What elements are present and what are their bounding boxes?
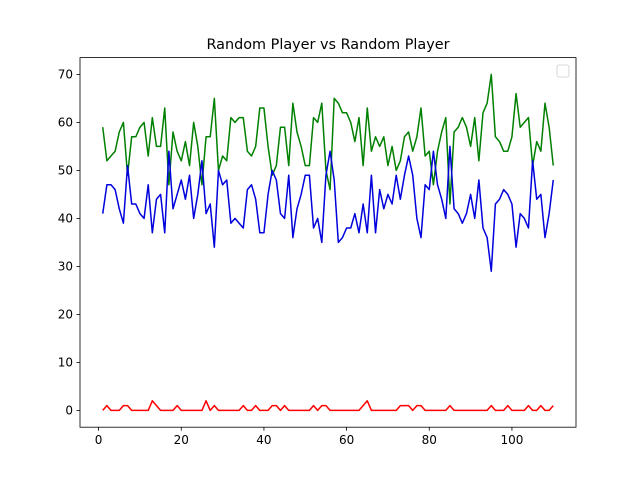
axes-layer: 0 20 40 60 80 100 0 10 20 30 40 50 60 70 [58, 68, 524, 448]
y-tick-label: 50 [58, 164, 73, 178]
y-tick-label: 10 [58, 356, 73, 370]
y-tick-label: 0 [65, 404, 73, 418]
legend-box [556, 64, 570, 78]
chart-title: Random Player vs Random Player [206, 37, 449, 53]
y-tick-label: 60 [58, 116, 73, 130]
series-line-3 [102, 400, 554, 412]
x-tick-label: 20 [174, 433, 189, 447]
y-tick-label: 30 [58, 260, 73, 274]
x-tick-label: 100 [500, 433, 523, 447]
x-tick-label: 80 [422, 433, 437, 447]
series-line-1 [101, 73, 555, 205]
series-line-2 [101, 145, 555, 272]
plot-frame [79, 57, 577, 428]
x-tick-label: 40 [256, 433, 271, 447]
y-tick-label: 40 [58, 212, 73, 226]
x-tick-label: 0 [95, 433, 103, 447]
plot-area [80, 57, 576, 428]
series-layer [101, 73, 555, 412]
x-tick-label: 60 [339, 433, 354, 447]
y-tick-label: 70 [58, 68, 73, 82]
y-tick-label: 20 [58, 308, 73, 322]
